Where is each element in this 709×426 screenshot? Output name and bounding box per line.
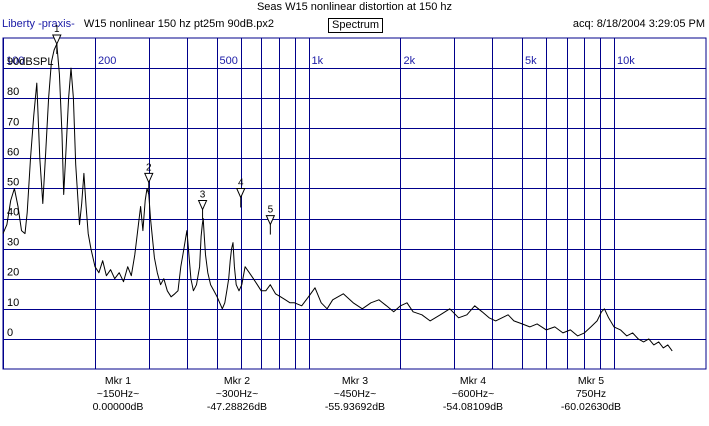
marker-number: 3	[200, 190, 206, 201]
chart-title: Seas W15 nonlinear distortion at 150 hz	[256, 1, 453, 13]
y-tick-label: 90dBSPL	[7, 56, 53, 68]
x-tick-label: 1k	[312, 55, 324, 67]
marker-number: 4	[238, 177, 244, 188]
marker-number: 2	[146, 162, 152, 173]
x-tick-label: 100	[6, 55, 24, 67]
x-tick-label: 10k	[617, 55, 635, 67]
y-tick-label: 0	[7, 327, 13, 339]
x-tick-label: 200	[98, 55, 116, 67]
acquisition-time: acq: 8/18/2004 3:29:05 PM	[572, 18, 705, 30]
marker-freq: ~600Hz~	[451, 388, 495, 400]
marker-value: 0.00000dB	[92, 401, 144, 413]
chart-grid	[2, 37, 707, 370]
marker-readout: Mkr 5 750Hz -60.02630dB	[531, 375, 651, 414]
y-tick-label: 80	[7, 86, 19, 98]
marker-triangle	[235, 187, 246, 199]
y-tick-label: 50	[7, 176, 19, 188]
x-tick-label: 2k	[403, 55, 415, 67]
marker-freq: 750Hz	[575, 388, 607, 400]
x-tick-label: 500	[220, 55, 238, 67]
y-tick-label: 10	[7, 297, 19, 309]
spectrum-button[interactable]: Spectrum	[328, 18, 384, 33]
y-tick-label: 30	[7, 237, 19, 249]
x-tick-label: 5k	[525, 55, 537, 67]
marker-name: Mkr 1	[104, 375, 132, 387]
chart-markers: 1 2 3 4 5	[52, 24, 276, 235]
chart-trace	[2, 43, 673, 352]
marker-readout: Mkr 2 ~300Hz~ -47.28826dB	[177, 375, 297, 414]
marker-freq: ~450Hz~	[333, 388, 377, 400]
marker-value: -55.93692dB	[324, 401, 386, 413]
spectrum-trace	[2, 43, 673, 352]
marker-freq: ~150Hz~	[96, 388, 140, 400]
header-left: Liberty -praxis- W15 nonlinear 150 hz pt…	[2, 18, 274, 30]
marker-freq: ~300Hz~	[215, 388, 259, 400]
y-tick-label: 70	[7, 116, 19, 128]
marker-name: Mkr 5	[577, 375, 605, 387]
marker-value: -47.28826dB	[206, 401, 268, 413]
marker-readouts: Mkr 1 ~150Hz~ 0.00000dB Mkr 2 ~300Hz~ -47.288…	[0, 375, 709, 425]
marker-number: 5	[268, 205, 274, 216]
marker-readout: Mkr 4 ~600Hz~ -54.08109dB	[413, 375, 533, 414]
y-tick-label: 20	[7, 267, 19, 279]
marker-value: -60.02630dB	[560, 401, 622, 413]
app-name: Liberty -praxis-	[2, 18, 75, 30]
marker-name: Mkr 2	[223, 375, 251, 387]
marker-triangle	[197, 200, 208, 211]
marker-name: Mkr 4	[459, 375, 487, 387]
marker-readout: Mkr 3 ~450Hz~ -55.93692dB	[295, 375, 415, 414]
marker-value: -54.08109dB	[442, 401, 504, 413]
chart-axes: 100 200 500 1k 2k 5k 10k 0 10 20 30 40 50 60 70 80 90dBS…	[6, 55, 635, 339]
file-name: W15 nonlinear 150 hz pt25m 90dB.px2	[83, 18, 274, 30]
marker-number: 1	[54, 24, 60, 35]
marker-triangle	[265, 215, 276, 226]
marker-name: Mkr 3	[341, 375, 369, 387]
marker-triangle	[143, 172, 154, 184]
y-tick-label: 40	[7, 207, 19, 219]
y-tick-label: 60	[7, 146, 19, 158]
marker-triangle	[52, 34, 62, 46]
marker-readout: Mkr 1 ~150Hz~ 0.00000dB	[58, 375, 178, 414]
